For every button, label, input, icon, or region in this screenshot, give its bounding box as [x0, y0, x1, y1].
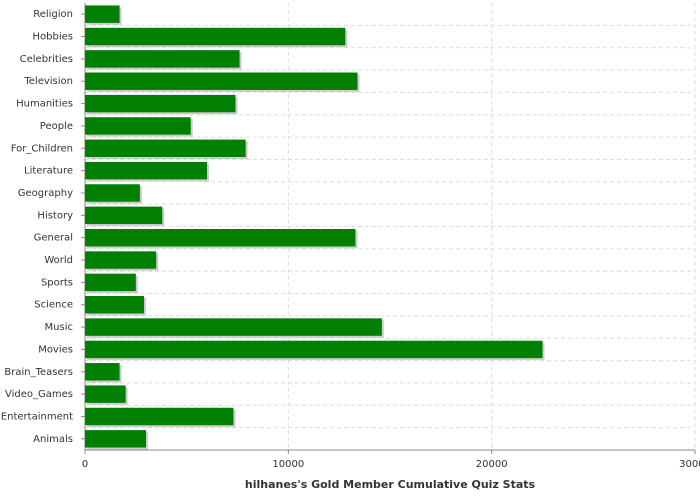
y-tick-label: Animals: [33, 434, 73, 445]
bar: [85, 340, 543, 359]
bar: [85, 139, 246, 157]
y-tick-label: Video_Games: [5, 389, 73, 400]
bar: [85, 296, 144, 314]
bar: [85, 430, 146, 448]
y-tick-label: Religion: [33, 9, 73, 20]
y-tick-label: Literature: [24, 166, 73, 177]
bar: [85, 184, 140, 202]
bar: [85, 161, 207, 180]
y-tick-label: Entertainment: [1, 411, 73, 422]
y-tick-label: For_Children: [11, 143, 73, 154]
y-tick-label: Science: [34, 300, 73, 311]
y-tick-label: Celebrities: [20, 54, 73, 65]
y-tick-label: General: [34, 233, 73, 244]
y-tick-label: Music: [45, 322, 73, 333]
bar: [85, 5, 120, 23]
y-tick-label: People: [40, 121, 73, 132]
bar: [85, 206, 163, 225]
y-tick-label: Brain_Teasers: [4, 367, 73, 378]
bar: [85, 72, 358, 90]
bar: [85, 94, 236, 113]
bar: [85, 228, 356, 247]
y-tick-label: Television: [23, 76, 73, 87]
bar: [85, 407, 234, 426]
y-tick-label: Sports: [41, 277, 73, 288]
y-tick-label: History: [37, 210, 73, 221]
y-tick-label: Humanities: [16, 99, 73, 110]
y-tick-label: Movies: [38, 344, 73, 355]
bar: [85, 117, 191, 135]
bar: [85, 27, 346, 46]
x-tick-label: 20000: [476, 459, 508, 470]
bar: [85, 385, 126, 403]
x-tick-label: 10000: [272, 459, 304, 470]
bar: [85, 50, 240, 68]
y-tick-label: Geography: [18, 188, 73, 199]
bar: [85, 318, 382, 336]
y-tick-label: Hobbies: [33, 32, 73, 43]
y-tick-label: World: [44, 255, 73, 266]
bar: [85, 273, 136, 292]
bar: [85, 363, 120, 381]
bar: [85, 251, 157, 269]
x-tick-label: 0: [82, 459, 88, 470]
x-axis-label: hilhanes's Gold Member Cumulative Quiz S…: [245, 478, 536, 491]
x-tick-label: 30000: [679, 459, 700, 470]
